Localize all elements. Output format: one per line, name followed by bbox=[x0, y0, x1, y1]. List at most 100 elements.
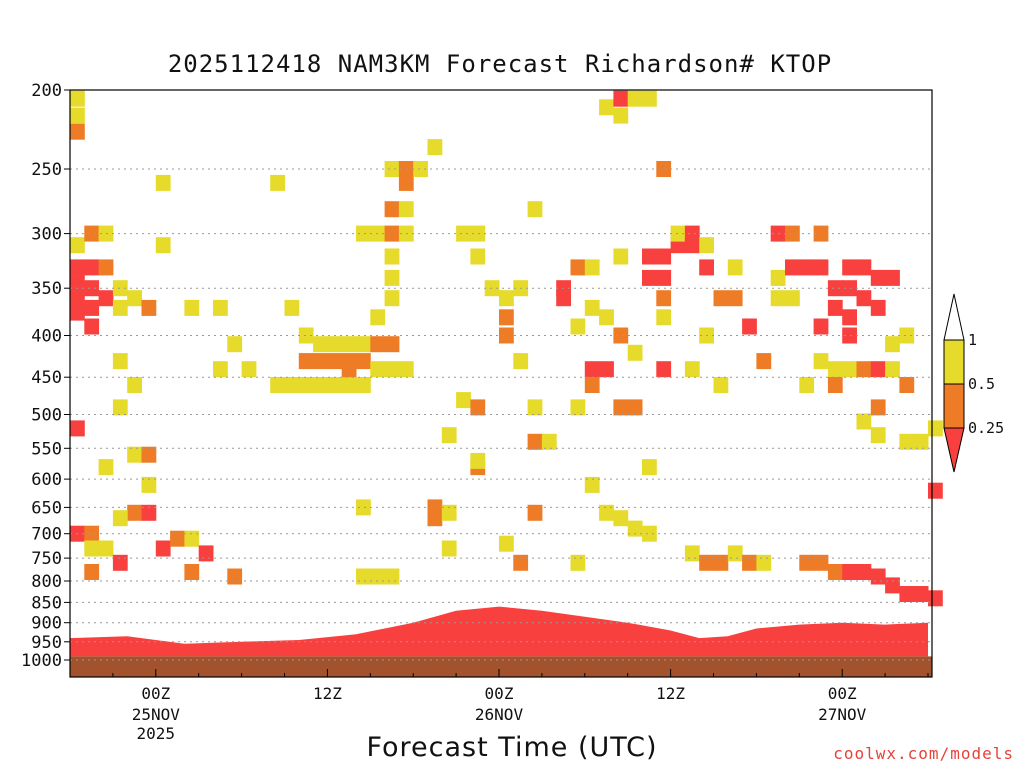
y-tick-label: 800 bbox=[31, 572, 62, 592]
heatmap-cell bbox=[470, 452, 486, 469]
y-tick-label: 950 bbox=[31, 633, 62, 653]
heatmap-cell bbox=[899, 433, 915, 450]
y-tick-label: 900 bbox=[31, 614, 62, 634]
heatmap-cell bbox=[70, 107, 85, 124]
heatmap-cell bbox=[928, 420, 943, 437]
heatmap-cell bbox=[770, 269, 786, 286]
heatmap-cell bbox=[642, 90, 657, 107]
surface-layer bbox=[70, 606, 932, 677]
heatmap-cell bbox=[84, 259, 100, 276]
cells-layer bbox=[70, 90, 943, 607]
heatmap-cell bbox=[384, 361, 400, 378]
x-tick-label: 12Z bbox=[313, 684, 342, 703]
heatmap-cell bbox=[470, 248, 486, 265]
heatmap-cell bbox=[599, 361, 614, 378]
heatmap-cell bbox=[785, 290, 800, 307]
heatmap-cell bbox=[384, 269, 400, 286]
heatmap-cell bbox=[341, 361, 357, 378]
heatmap-cell bbox=[470, 225, 486, 242]
heatmap-cell bbox=[613, 90, 629, 107]
heatmap-cell bbox=[870, 269, 886, 286]
heatmap-cell bbox=[756, 554, 772, 571]
heatmap-cell bbox=[127, 377, 142, 393]
heatmap-cell bbox=[742, 318, 757, 335]
heatmap-cell bbox=[599, 309, 614, 326]
heatmap-cell bbox=[70, 123, 85, 140]
heatmap-cell bbox=[384, 568, 400, 585]
heatmap-cell bbox=[584, 361, 600, 378]
heatmap-cell bbox=[570, 399, 586, 416]
heatmap-cell bbox=[827, 361, 843, 378]
heatmap-cell bbox=[384, 225, 400, 242]
heatmap-cell bbox=[70, 259, 85, 276]
heatmap-cell bbox=[398, 361, 414, 378]
heatmap-cell bbox=[327, 336, 343, 353]
heatmap-cell bbox=[856, 259, 872, 276]
heatmap-cell bbox=[842, 280, 857, 297]
heatmap-cell bbox=[584, 259, 600, 276]
heatmap-cell bbox=[842, 327, 857, 344]
heatmap-cell bbox=[870, 299, 886, 316]
y-tick-label: 650 bbox=[31, 498, 62, 518]
y-tick-label: 700 bbox=[31, 525, 62, 545]
heatmap-cell bbox=[70, 90, 85, 107]
heatmap-cell bbox=[928, 590, 943, 607]
heatmap-cell bbox=[141, 299, 157, 316]
heatmap-cell bbox=[827, 299, 843, 316]
heatmap-cell bbox=[112, 353, 128, 370]
heatmap-cell bbox=[112, 299, 128, 316]
heatmap-cell bbox=[584, 299, 600, 316]
heatmap-cell bbox=[899, 586, 915, 602]
heatmap-cell bbox=[699, 237, 714, 254]
heatmap-cell bbox=[370, 361, 386, 378]
colorbar-legend: 1 0.5 0.25 bbox=[943, 293, 1004, 473]
heatmap-cell bbox=[656, 361, 672, 378]
legend-swatch-0.5-1 bbox=[943, 339, 965, 385]
heatmap-cell bbox=[613, 107, 629, 124]
heatmap-cell bbox=[441, 540, 457, 557]
heatmap-cell bbox=[356, 353, 371, 370]
x-year-label: 2025 bbox=[137, 724, 176, 743]
heatmap-cell bbox=[527, 201, 543, 218]
heatmap-cell bbox=[813, 554, 829, 571]
heatmap-cell bbox=[284, 377, 300, 393]
heatmap-cell bbox=[513, 353, 529, 370]
heatmap-cell bbox=[742, 554, 757, 571]
heatmap-cell bbox=[398, 174, 414, 191]
heatmap-cell bbox=[413, 161, 428, 177]
heatmap-cell bbox=[584, 476, 600, 493]
heatmap-cell bbox=[441, 427, 457, 444]
heatmap-cell bbox=[384, 161, 400, 177]
heatmap-cell bbox=[727, 290, 743, 307]
heatmap-cell bbox=[870, 427, 886, 444]
heatmap-cell bbox=[499, 290, 514, 307]
heatmap-cell bbox=[84, 540, 100, 557]
heatmap-cell bbox=[184, 530, 200, 547]
heatmap-cell bbox=[899, 327, 915, 344]
heatmap-cell bbox=[799, 259, 815, 276]
heatmap-cell bbox=[813, 318, 829, 335]
heatmap-cell bbox=[370, 309, 386, 326]
heatmap-cell bbox=[155, 174, 171, 191]
heatmap-cell bbox=[341, 377, 357, 393]
heatmap-cell bbox=[842, 564, 857, 580]
heatmap-cell bbox=[356, 499, 371, 516]
heatmap-cell bbox=[298, 377, 314, 393]
heatmap-cell bbox=[284, 299, 300, 316]
heatmap-cell bbox=[642, 248, 657, 265]
heatmap-cell bbox=[112, 510, 128, 527]
heatmap-cell bbox=[684, 361, 700, 378]
legend-label: 0.25 bbox=[968, 419, 1004, 437]
chart-title: 2025112418 NAM3KM Forecast Richardson# K… bbox=[167, 50, 833, 78]
x-tick-label: 00Z bbox=[485, 684, 514, 703]
heatmap-cell bbox=[84, 318, 100, 335]
heatmap-cell bbox=[656, 309, 672, 326]
legend-bottom-triangle bbox=[943, 427, 965, 473]
heatmap-cell bbox=[527, 433, 543, 450]
heatmap-cell bbox=[842, 361, 857, 378]
heatmap-cell bbox=[270, 377, 285, 393]
heatmap-cell bbox=[570, 259, 586, 276]
heatmap-cell bbox=[127, 446, 142, 463]
legend-top-triangle bbox=[943, 293, 965, 341]
legend-label: 0.5 bbox=[968, 375, 995, 393]
